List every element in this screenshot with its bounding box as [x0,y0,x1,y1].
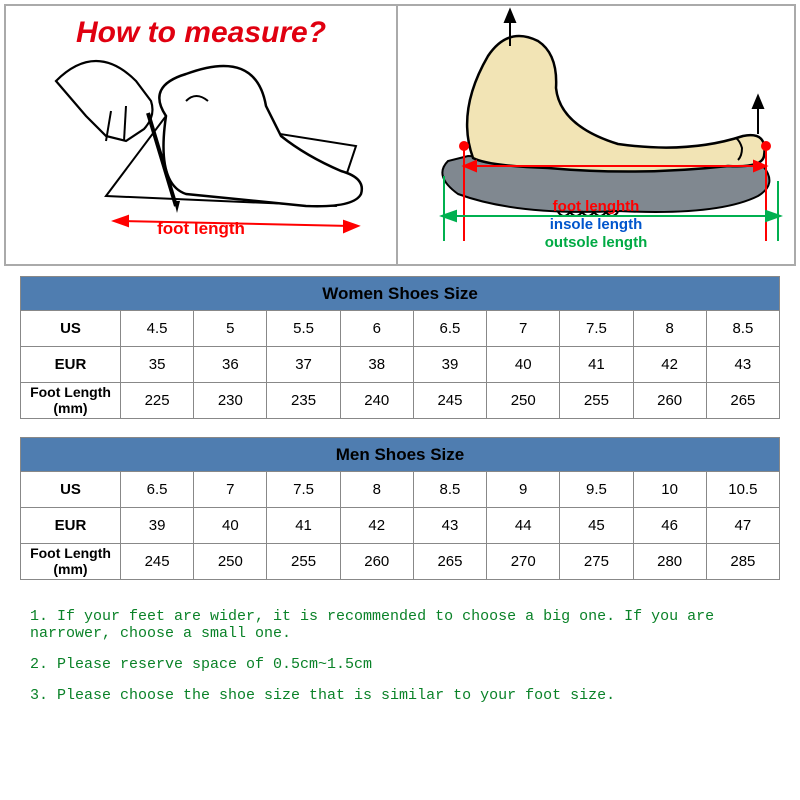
cell: 38 [340,347,413,383]
cell: 40 [194,508,267,544]
cell: 4.5 [121,311,194,347]
cell: 42 [633,347,706,383]
legend-foot: foot lenghth [398,198,794,216]
cell: 10 [633,472,706,508]
left-diagram: How to measure? [4,4,396,266]
cell: 7.5 [267,472,340,508]
cell: 40 [487,347,560,383]
cell: 8 [633,311,706,347]
cell: 37 [267,347,340,383]
cell: 245 [121,544,194,580]
cell: 235 [267,383,340,419]
cell: 39 [413,347,486,383]
diagrams-row: How to measure? [0,0,800,270]
cell: 225 [121,383,194,419]
table-row: Foot Length(mm) 225 230 235 240 245 250 … [21,383,780,419]
note-2: 2. Please reserve space of 0.5cm~1.5cm [30,656,770,673]
cell: 35 [121,347,194,383]
length-legend: foot lenghth insole length outsole lengt… [398,198,794,252]
cell: 41 [267,508,340,544]
cell: 41 [560,347,633,383]
cell: 6 [340,311,413,347]
table-row: EUR 35 36 37 38 39 40 41 42 43 [21,347,780,383]
cell: 8.5 [706,311,779,347]
row-label: Foot Length(mm) [21,383,121,419]
women-size-table: Women Shoes Size US 4.5 5 5.5 6 6.5 7 7.… [20,276,780,419]
cell: 8 [340,472,413,508]
foot-length-label: foot length [157,219,245,239]
cell: 36 [194,347,267,383]
table-row: Foot Length(mm) 245 250 255 260 265 270 … [21,544,780,580]
cell: 39 [121,508,194,544]
row-label: Foot Length(mm) [21,544,121,580]
note-1: 1. If your feet are wider, it is recomme… [30,608,770,642]
cell: 260 [340,544,413,580]
cell: 265 [706,383,779,419]
cell: 6.5 [413,311,486,347]
cell: 255 [560,383,633,419]
women-table-title: Women Shoes Size [21,277,780,311]
footnotes: 1. If your feet are wider, it is recomme… [30,608,770,704]
cell: 42 [340,508,413,544]
cell: 270 [487,544,560,580]
table-row: US 6.5 7 7.5 8 8.5 9 9.5 10 10.5 [21,472,780,508]
row-label: US [21,311,121,347]
cell: 260 [633,383,706,419]
cell: 8.5 [413,472,486,508]
cell: 7.5 [560,311,633,347]
cell: 47 [706,508,779,544]
cell: 280 [633,544,706,580]
row-label: US [21,472,121,508]
table-row: EUR 39 40 41 42 43 44 45 46 47 [21,508,780,544]
cell: 240 [340,383,413,419]
cell: 230 [194,383,267,419]
cell: 43 [706,347,779,383]
cell: 265 [413,544,486,580]
cell: 7 [487,311,560,347]
cell: 6.5 [121,472,194,508]
cell: 46 [633,508,706,544]
cell: 9 [487,472,560,508]
row-label: EUR [21,508,121,544]
cell: 5 [194,311,267,347]
cell: 45 [560,508,633,544]
cell: 9.5 [560,472,633,508]
men-size-table: Men Shoes Size US 6.5 7 7.5 8 8.5 9 9.5 … [20,437,780,580]
right-diagram: foot lenghth insole length outsole lengt… [396,4,796,266]
cell: 7 [194,472,267,508]
cell: 245 [413,383,486,419]
cell: 250 [194,544,267,580]
cell: 44 [487,508,560,544]
how-to-measure-title: How to measure? [6,16,396,50]
cell: 285 [706,544,779,580]
cell: 275 [560,544,633,580]
cell: 255 [267,544,340,580]
cell: 43 [413,508,486,544]
note-3: 3. Please choose the shoe size that is s… [30,687,770,704]
cell: 250 [487,383,560,419]
row-label: EUR [21,347,121,383]
legend-outsole: outsole length [398,234,794,252]
legend-insole: insole length [398,216,794,234]
cell: 10.5 [706,472,779,508]
table-row: US 4.5 5 5.5 6 6.5 7 7.5 8 8.5 [21,311,780,347]
men-table-title: Men Shoes Size [21,438,780,472]
cell: 5.5 [267,311,340,347]
